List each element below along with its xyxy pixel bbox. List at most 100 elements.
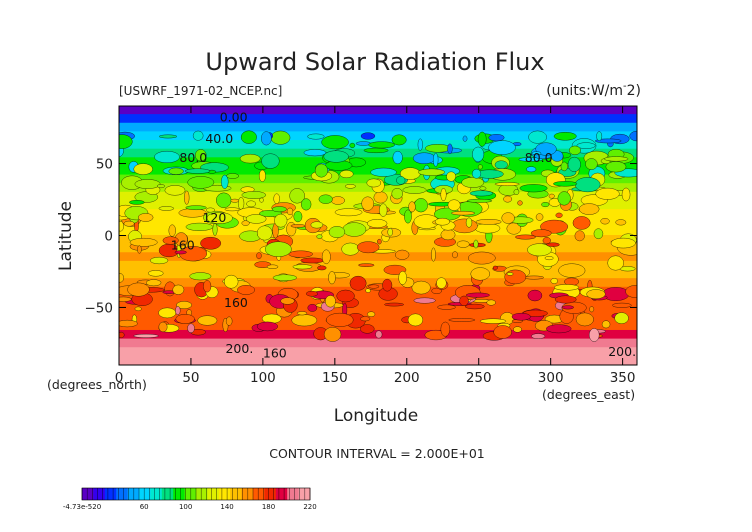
lat-band bbox=[119, 347, 637, 357]
contour-blob bbox=[245, 214, 267, 224]
contour-blob bbox=[367, 311, 376, 318]
contour-blob bbox=[241, 191, 267, 199]
y-axis-label: Latitude bbox=[56, 201, 76, 271]
contour-blob bbox=[474, 223, 501, 234]
contour-interval-text: CONTOUR INTERVAL = 2.000E+01 bbox=[269, 446, 485, 461]
contour-blob bbox=[506, 272, 514, 276]
contour-blob bbox=[370, 167, 397, 177]
contour-blob bbox=[258, 169, 266, 182]
contour-blob bbox=[477, 131, 487, 147]
contour-blob bbox=[184, 168, 211, 174]
contour-blob bbox=[594, 138, 622, 144]
contour-blob bbox=[503, 195, 513, 203]
contour-blob bbox=[612, 302, 632, 308]
contour-blob bbox=[349, 275, 367, 291]
x-unit-label: (degrees_east) bbox=[542, 387, 635, 402]
contour-blob bbox=[123, 220, 135, 227]
contour-blob bbox=[300, 198, 312, 211]
contour-blob bbox=[494, 182, 520, 187]
contour-label: 160 bbox=[224, 295, 248, 310]
contour-blob bbox=[361, 196, 375, 211]
contour-blob bbox=[158, 206, 175, 211]
contour-blob bbox=[378, 203, 388, 217]
contour-blob bbox=[382, 278, 393, 292]
contour-blob bbox=[273, 193, 280, 204]
contour-blob bbox=[314, 163, 328, 178]
contour-blob bbox=[147, 270, 164, 277]
contour-blob bbox=[440, 229, 456, 241]
contour-blob bbox=[225, 316, 233, 326]
contour-blob bbox=[168, 167, 184, 175]
contour-blob bbox=[305, 290, 318, 297]
contour-blob bbox=[119, 134, 133, 149]
contour-blob bbox=[456, 240, 470, 248]
contour-blob bbox=[134, 179, 161, 189]
colorbar-tick-label: 140 bbox=[220, 503, 233, 511]
contour-blob bbox=[433, 152, 439, 167]
contour-blob bbox=[550, 150, 564, 162]
contour-blob bbox=[172, 284, 185, 295]
contour-blob bbox=[436, 277, 447, 289]
contour-blob bbox=[221, 174, 229, 189]
contour-blob bbox=[185, 222, 214, 231]
units-suffix: 2) bbox=[627, 83, 641, 99]
colorbar-swatch bbox=[116, 488, 128, 500]
contour-blob bbox=[162, 236, 179, 245]
contour-blob bbox=[440, 321, 451, 337]
contour-blob bbox=[595, 187, 620, 200]
contour-blob bbox=[270, 130, 291, 145]
colorbar-swatch bbox=[207, 488, 220, 500]
contour-blob bbox=[239, 153, 261, 164]
contour-label: 200. bbox=[225, 341, 253, 356]
contour-blob bbox=[358, 263, 375, 267]
contour-blob bbox=[189, 272, 212, 281]
contour-blob bbox=[119, 221, 124, 232]
contour-blob bbox=[360, 132, 376, 140]
contour-blob bbox=[596, 131, 603, 142]
x-tick-label: 200 bbox=[394, 370, 420, 386]
contour-blob bbox=[194, 149, 207, 162]
contour-blob bbox=[175, 306, 181, 316]
contour-blob bbox=[588, 328, 600, 342]
contour-blob bbox=[479, 186, 487, 191]
contour-blob bbox=[292, 264, 313, 270]
contour-blob bbox=[513, 326, 522, 333]
contour-blob bbox=[528, 130, 547, 144]
contour-label: 40.0 bbox=[205, 131, 233, 146]
colorbar-swatch bbox=[264, 488, 277, 500]
y-axis: 50 0 −50 bbox=[85, 157, 637, 316]
contour-blob bbox=[605, 161, 627, 173]
contour-blob bbox=[246, 200, 256, 208]
contour-blob bbox=[625, 285, 637, 298]
contour-blob bbox=[373, 191, 388, 204]
contour-blob bbox=[568, 145, 581, 156]
contour-blob bbox=[134, 306, 142, 312]
contour-blob bbox=[488, 134, 505, 142]
contour-blob bbox=[272, 274, 297, 281]
contour-blob bbox=[330, 196, 345, 205]
contour-blob bbox=[541, 201, 550, 208]
contour-blob bbox=[368, 141, 395, 149]
contour-blob bbox=[404, 209, 412, 224]
contour-blob bbox=[363, 147, 389, 154]
contour-blob bbox=[531, 333, 546, 340]
contour-regions bbox=[119, 130, 637, 342]
contour-label: 200. bbox=[608, 344, 636, 359]
lat-band bbox=[119, 338, 637, 349]
contour-blob bbox=[261, 153, 280, 169]
contour-blob bbox=[431, 247, 436, 262]
contour-blob bbox=[259, 197, 264, 203]
contour-blob bbox=[589, 306, 595, 313]
contour-blob bbox=[119, 319, 138, 328]
lat-band bbox=[119, 321, 637, 331]
contour-blob bbox=[402, 186, 427, 194]
contour-label: 0.00 bbox=[220, 110, 248, 125]
units-prefix: (units:W/m bbox=[546, 83, 623, 99]
contour-blob bbox=[464, 303, 485, 310]
contour-blob bbox=[154, 150, 180, 164]
lat-band bbox=[119, 304, 637, 314]
colorbar-swatch bbox=[173, 488, 185, 500]
contour-blob bbox=[467, 251, 496, 265]
colorbar bbox=[81, 487, 311, 501]
contour-blob bbox=[240, 130, 257, 144]
